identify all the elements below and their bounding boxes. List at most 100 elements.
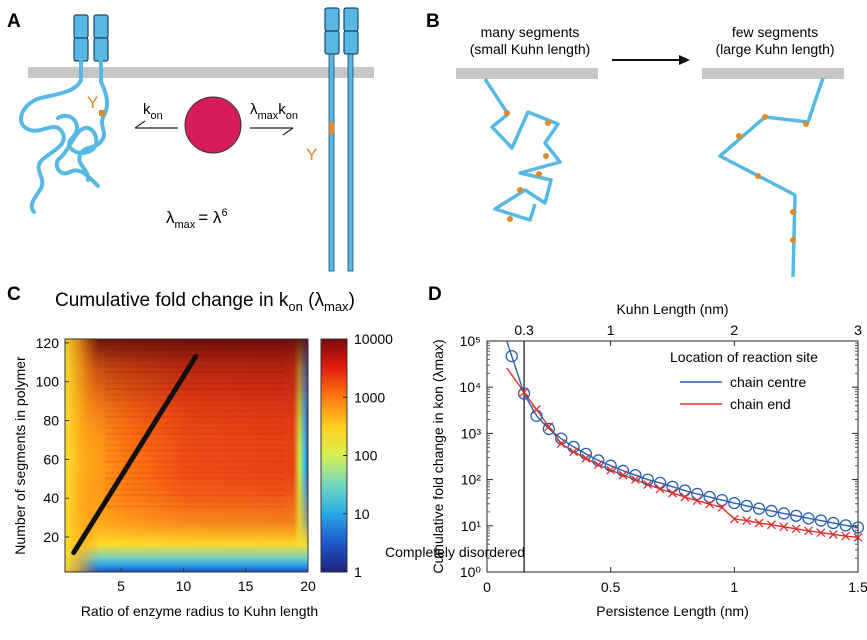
colorbar: 1 10 100 1000 10000 bbox=[320, 331, 393, 580]
heatmap-streak bbox=[105, 410, 285, 413]
point-centre bbox=[790, 509, 803, 522]
heatmap-streak bbox=[105, 477, 285, 480]
heatmap-streak bbox=[105, 421, 285, 424]
legend-title: Location of reaction site bbox=[670, 349, 818, 365]
point-centre bbox=[629, 468, 642, 482]
arrow-b-head bbox=[679, 55, 690, 65]
y-tick-label: 120 bbox=[36, 335, 60, 351]
y-label-left: Y bbox=[87, 93, 98, 112]
point-end bbox=[841, 531, 851, 541]
plot-frame bbox=[486, 340, 859, 573]
point-end bbox=[804, 526, 813, 536]
panel-letter-a: A bbox=[7, 11, 21, 32]
point-end bbox=[717, 502, 727, 512]
point-end bbox=[816, 528, 826, 538]
top-tick-label: 1 bbox=[607, 322, 615, 338]
y-tick-label: 100 bbox=[36, 374, 60, 390]
point-centre bbox=[802, 512, 815, 525]
y-tick-label: 10³ bbox=[461, 425, 482, 441]
point-centre bbox=[592, 454, 605, 467]
kon-label-right: λmaxkon bbox=[250, 101, 298, 122]
colorbar-tick-label: 1 bbox=[354, 564, 362, 580]
point-centre bbox=[517, 387, 531, 400]
x-tick-label: 0.5 bbox=[601, 579, 621, 595]
enzyme-circle bbox=[184, 96, 242, 154]
label-few-segments: few segments bbox=[732, 24, 818, 40]
lambda-equation: λmax = λ6 bbox=[166, 207, 228, 231]
y-tick-label: 10⁴ bbox=[459, 379, 481, 395]
colorbar-tick-label: 10000 bbox=[354, 331, 393, 347]
x-tick-label: 10 bbox=[176, 578, 192, 594]
x-tick-label: 1.5 bbox=[848, 579, 867, 595]
heatmap-streak bbox=[105, 466, 285, 469]
label-small-kuhn: (small Kuhn length) bbox=[470, 41, 591, 57]
point-end bbox=[853, 532, 863, 542]
polymer-few-segments bbox=[718, 77, 825, 278]
point-end bbox=[593, 460, 603, 470]
heatmap-streak bbox=[105, 415, 285, 418]
heatmap-streak bbox=[105, 376, 285, 379]
heatmap-streak bbox=[105, 399, 285, 402]
point-end bbox=[705, 499, 715, 509]
panel-d: D 0 0.5 1 1.5 0.3 1 2 3 Kuhn Length (nm) 10⁰ 10¹ 10… bbox=[385, 284, 867, 619]
x-tick-label: 0 bbox=[483, 579, 491, 595]
diagonal-line bbox=[71, 353, 199, 556]
panel-letter-c: C bbox=[7, 284, 21, 305]
point-end bbox=[742, 516, 752, 525]
point-end bbox=[581, 453, 591, 463]
point-end bbox=[655, 484, 665, 494]
point-centre bbox=[691, 487, 704, 501]
y-tick-label: 10² bbox=[461, 472, 482, 488]
heatmap-streak bbox=[105, 393, 285, 396]
heatmap-streak bbox=[105, 443, 285, 446]
receptor-extended: Y bbox=[306, 7, 359, 272]
colorbar-tick-label: 10 bbox=[354, 506, 370, 522]
heatmap-streak bbox=[105, 404, 285, 407]
point-centre bbox=[604, 459, 617, 472]
point-end bbox=[692, 496, 702, 506]
heatmap-streak bbox=[105, 494, 285, 497]
point-centre bbox=[839, 519, 852, 532]
point-end bbox=[532, 404, 541, 414]
x-tick-label: 15 bbox=[238, 578, 254, 594]
x-axis-label: Ratio of enzyme radius to Kuhn length bbox=[81, 603, 318, 619]
fit-line-1 bbox=[506, 367, 859, 539]
heatmap-streak bbox=[105, 382, 285, 385]
point-centre bbox=[678, 484, 692, 497]
point-end bbox=[828, 529, 838, 539]
point-centre bbox=[542, 422, 555, 436]
point-end bbox=[754, 518, 764, 528]
heatmap-streak bbox=[105, 483, 285, 486]
heatmap-streak bbox=[105, 438, 285, 441]
y-axis-label: Cumulative fold change in kon (λmax) bbox=[430, 339, 446, 573]
panel-b: B many segments (small Kuhn length) few … bbox=[426, 11, 844, 278]
heatmap-axes: 5 10 15 20 20 40 60 80 100 120 Ratio of enzyme rad… bbox=[12, 335, 318, 619]
heatmap-streak bbox=[105, 387, 285, 390]
heatmap-streak bbox=[105, 348, 285, 351]
reaction-arrows: kon λmaxkon bbox=[134, 96, 298, 154]
point-end bbox=[668, 488, 677, 498]
heatmap-frame bbox=[64, 338, 309, 573]
membrane-b-right bbox=[702, 68, 844, 79]
x-tick-label: 1 bbox=[730, 579, 738, 595]
point-end bbox=[519, 387, 529, 397]
point-end bbox=[791, 524, 801, 534]
label-large-kuhn: (large Kuhn length) bbox=[715, 41, 834, 57]
y-tick-label: 60 bbox=[43, 451, 59, 467]
heatmap-streak bbox=[105, 471, 285, 474]
point-end bbox=[779, 522, 789, 532]
panel-letter-b: B bbox=[426, 11, 440, 32]
x-axis-label: Persistence Length (nm) bbox=[596, 603, 749, 619]
point-end bbox=[630, 475, 640, 485]
membrane-a bbox=[28, 67, 374, 78]
point-end bbox=[606, 465, 616, 475]
y-tick-label: 40 bbox=[43, 490, 59, 506]
x-tick-label: 5 bbox=[117, 578, 125, 594]
point-centre bbox=[616, 464, 630, 477]
point-end bbox=[569, 447, 579, 457]
panel-letter-d: D bbox=[428, 284, 442, 305]
y-tick-label: 10⁵ bbox=[460, 333, 481, 349]
heatmap-field bbox=[65, 339, 308, 572]
point-centre bbox=[777, 507, 790, 520]
point-centre bbox=[703, 490, 716, 504]
